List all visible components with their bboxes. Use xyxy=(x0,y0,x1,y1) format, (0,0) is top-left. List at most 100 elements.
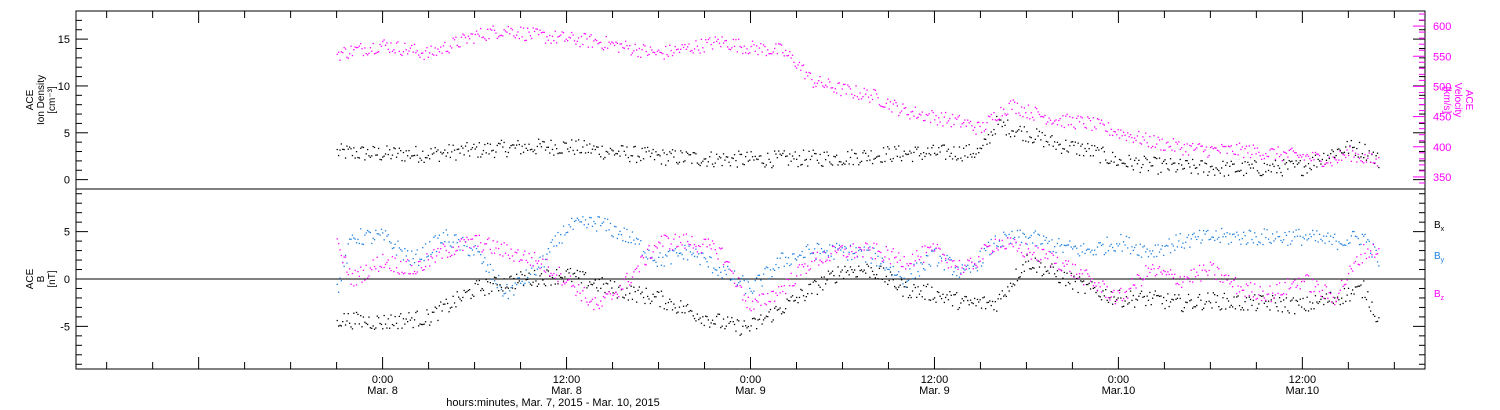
by-point xyxy=(611,235,613,237)
bx-point xyxy=(493,276,496,278)
velocity-point xyxy=(1372,162,1374,164)
density-point xyxy=(983,138,985,140)
density-point xyxy=(711,163,714,165)
velocity-point xyxy=(459,46,461,48)
by-point xyxy=(448,241,450,243)
bz-point xyxy=(1302,279,1304,281)
bx-point xyxy=(816,293,818,295)
density-point xyxy=(939,151,941,153)
density-point xyxy=(640,159,642,162)
bx-point xyxy=(889,271,892,273)
bx-point xyxy=(891,274,893,276)
density-point xyxy=(636,161,638,164)
velocity-point xyxy=(1152,145,1154,148)
bx-point xyxy=(401,327,403,329)
by-point xyxy=(911,278,914,280)
bz-point xyxy=(700,252,703,254)
density-point xyxy=(473,143,475,145)
bz-point xyxy=(524,250,526,252)
velocity-axis-title: ACEVelocity[km/s] xyxy=(1441,83,1474,117)
density-point xyxy=(775,153,777,155)
velocity-point xyxy=(475,30,478,32)
velocity-point xyxy=(1172,138,1174,140)
bz-point xyxy=(488,237,490,239)
density-point xyxy=(573,153,576,155)
bx-point xyxy=(689,309,692,312)
by-point xyxy=(371,242,373,245)
bz-point xyxy=(648,245,650,247)
bz-point xyxy=(412,273,414,275)
density-point xyxy=(354,157,356,159)
bz-point xyxy=(1342,285,1344,287)
velocity-point xyxy=(767,49,769,51)
bx-point xyxy=(814,279,816,282)
by-point xyxy=(1134,246,1136,249)
velocity-point xyxy=(587,46,589,48)
velocity-point xyxy=(1281,160,1283,162)
velocity-point xyxy=(557,36,559,38)
density-point xyxy=(1261,174,1263,177)
velocity-point xyxy=(969,120,972,123)
bx-point xyxy=(338,325,340,327)
bx-point xyxy=(1325,293,1328,295)
density-axis-title-line: [cm⁻³] xyxy=(47,86,58,114)
bx-point xyxy=(1153,294,1155,296)
bx-point xyxy=(961,298,963,300)
velocity-point xyxy=(420,52,423,54)
velocity-point xyxy=(684,44,686,46)
by-point xyxy=(1160,248,1162,250)
velocity-point xyxy=(662,53,664,55)
density-point xyxy=(1121,162,1123,164)
velocity-point xyxy=(620,43,623,45)
density-point xyxy=(340,143,342,145)
density-point xyxy=(696,162,698,164)
bz-point xyxy=(539,267,541,270)
by-point xyxy=(458,239,460,241)
bz-point xyxy=(1194,276,1197,278)
by-point xyxy=(1241,237,1243,240)
bz-point xyxy=(556,274,558,276)
density-point xyxy=(951,158,954,160)
bz-point xyxy=(368,275,370,277)
density-point xyxy=(413,154,416,157)
bx-point xyxy=(1215,301,1217,303)
bx-point xyxy=(946,294,948,296)
velocity-point xyxy=(342,52,344,54)
bz-point xyxy=(1025,242,1027,245)
density-point xyxy=(579,152,581,154)
bz-point xyxy=(1165,274,1168,276)
bx-point xyxy=(855,276,857,278)
by-point xyxy=(750,290,752,292)
velocity-point xyxy=(1241,146,1243,148)
density-point xyxy=(638,156,640,158)
velocity-point xyxy=(1105,130,1107,132)
density-point xyxy=(836,154,838,156)
velocity-point xyxy=(547,39,549,41)
bx-point xyxy=(1163,296,1165,299)
velocity-point xyxy=(870,94,872,96)
bx-point xyxy=(743,320,745,322)
by-point xyxy=(979,250,981,252)
bz-point xyxy=(1317,283,1319,286)
density-point xyxy=(1174,162,1176,164)
velocity-point xyxy=(749,52,751,54)
velocity-point xyxy=(899,112,901,114)
velocity-point xyxy=(778,43,780,45)
bx-point xyxy=(714,323,716,325)
bx-point xyxy=(728,322,730,324)
velocity-point xyxy=(869,101,871,103)
bx-point xyxy=(786,298,788,300)
bz-point xyxy=(351,272,354,275)
bz-point xyxy=(1136,274,1139,276)
by-point xyxy=(1005,235,1007,237)
bz-point xyxy=(467,239,469,241)
by-point xyxy=(433,236,435,238)
velocity-point xyxy=(1153,135,1155,137)
density-point xyxy=(658,154,660,156)
velocity-point xyxy=(950,126,952,128)
density-point xyxy=(910,152,912,154)
bx-point xyxy=(852,271,854,273)
by-point xyxy=(398,247,400,249)
by-point xyxy=(745,292,747,295)
velocity-point xyxy=(596,39,598,42)
